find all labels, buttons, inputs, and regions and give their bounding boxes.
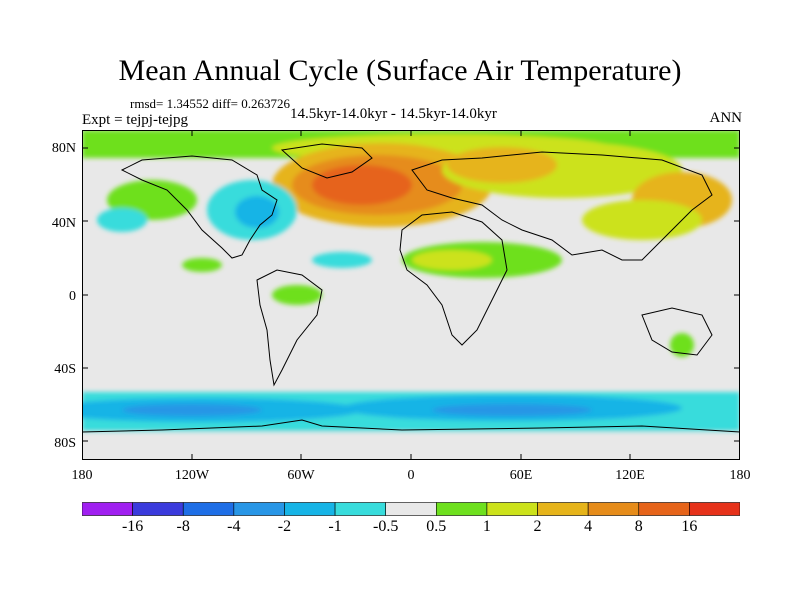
experiment-label: Expt = tejpj-tejpg bbox=[82, 112, 188, 128]
colorbar-swatch bbox=[436, 502, 488, 516]
east-pacific-green bbox=[182, 258, 222, 272]
eurasia-coast bbox=[411, 151, 713, 261]
x-tick-0: 0 bbox=[407, 468, 415, 483]
colorbar-label: 0.5 bbox=[426, 518, 447, 535]
colorbar-label: -1 bbox=[328, 518, 342, 535]
colorbar-label: 8 bbox=[634, 518, 643, 535]
colorbar-swatch bbox=[689, 502, 740, 516]
stats-label: rmsd= 1.34552 diff= 0.263726 bbox=[130, 96, 290, 111]
y-tick-0: 0 bbox=[69, 289, 76, 304]
y-tick-40s: 40S bbox=[54, 362, 76, 377]
southern-pacific-deep bbox=[122, 404, 262, 416]
south-america-coast bbox=[256, 269, 323, 387]
colorbar-label: -2 bbox=[277, 518, 292, 535]
colorbar-swatch bbox=[82, 502, 133, 516]
axis-ticks bbox=[82, 130, 740, 460]
colorbar-swatch bbox=[486, 502, 538, 516]
north-america-coast bbox=[120, 155, 278, 259]
colorbar-swatch bbox=[638, 502, 690, 516]
colorbar-swatch bbox=[385, 502, 437, 516]
colorbar-swatch bbox=[132, 502, 184, 516]
y-tick-40n: 40N bbox=[51, 216, 76, 231]
tropical-atlantic-cool bbox=[312, 252, 372, 268]
colorbar-label: 4 bbox=[584, 518, 593, 535]
europe-orange bbox=[447, 147, 557, 183]
north-pacific-cool bbox=[97, 208, 147, 232]
x-tick-120w: 120W bbox=[174, 468, 210, 483]
colorbar bbox=[82, 502, 740, 516]
coastlines bbox=[82, 143, 740, 433]
antarctica-coast bbox=[82, 419, 740, 433]
south-america-green bbox=[272, 285, 322, 305]
colorbar-label: 16 bbox=[681, 518, 698, 535]
colorbar-swatch bbox=[233, 502, 285, 516]
east-asia-yellow bbox=[582, 200, 702, 240]
southern-indian-deep bbox=[432, 404, 592, 416]
africa-coast bbox=[399, 211, 508, 346]
x-tick-120e: 120E bbox=[615, 468, 645, 483]
colorbar-swatch bbox=[284, 502, 336, 516]
colorbar-label: -4 bbox=[227, 518, 241, 535]
x-tick-180e: 180 bbox=[729, 468, 751, 483]
temperature-anomaly-map bbox=[82, 130, 740, 460]
colorbar-label: -16 bbox=[121, 518, 144, 535]
x-tick-60e: 60E bbox=[509, 468, 533, 483]
australia-coast bbox=[641, 307, 713, 356]
colorbar-swatch bbox=[334, 502, 386, 516]
x-tick-180w: 180 bbox=[71, 468, 93, 483]
colorbar-label: -8 bbox=[176, 518, 190, 535]
australia-green bbox=[670, 333, 694, 357]
greenland-coast bbox=[280, 143, 373, 179]
plot-title: Mean Annual Cycle (Surface Air Temperatu… bbox=[118, 54, 682, 87]
colorbar-swatch bbox=[182, 502, 235, 516]
colorbar-label: 1 bbox=[482, 518, 491, 535]
colorbar-swatch bbox=[587, 502, 640, 516]
colorbar-swatch bbox=[537, 502, 589, 516]
sahara-yellow bbox=[412, 250, 492, 270]
colorbar-label: 2 bbox=[533, 518, 542, 535]
y-tick-80n: 80N bbox=[51, 141, 76, 156]
season-label: ANN bbox=[709, 110, 743, 126]
colorbar-label: -0.5 bbox=[373, 518, 399, 535]
x-tick-60w: 60W bbox=[287, 468, 315, 483]
y-tick-80s: 80S bbox=[54, 436, 76, 451]
period-label: 14.5kyr-14.0kyr - 14.5kyr-14.0kyr bbox=[290, 106, 497, 122]
north-america-blue bbox=[235, 196, 279, 228]
north-atlantic-hot bbox=[312, 165, 412, 205]
